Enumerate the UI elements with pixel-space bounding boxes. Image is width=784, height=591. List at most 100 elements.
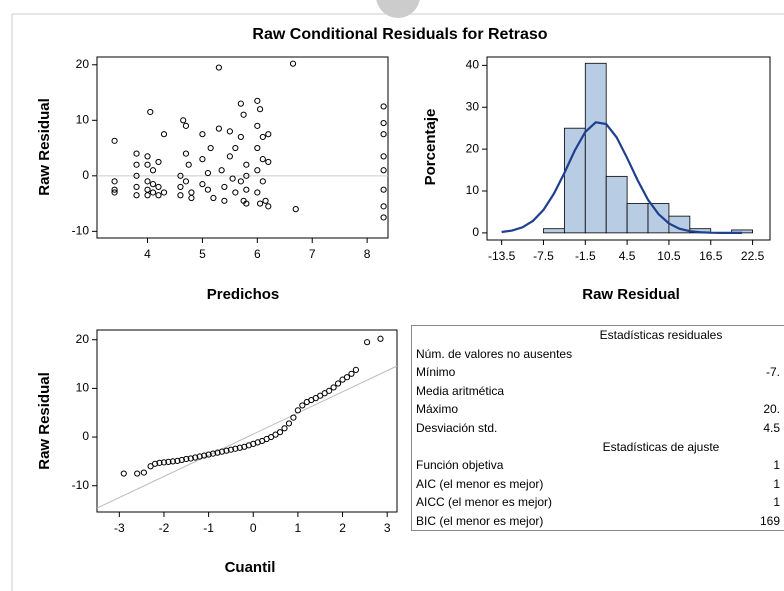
row-value: 4.5 bbox=[763, 420, 780, 435]
point bbox=[326, 387, 333, 394]
row-label: AIC (el menor es mejor) bbox=[416, 476, 544, 491]
point bbox=[196, 453, 203, 460]
table-row: Media aritmética bbox=[412, 382, 784, 401]
table-row: Mínimo -7. bbox=[412, 363, 784, 382]
point bbox=[256, 106, 264, 113]
point bbox=[229, 175, 236, 182]
point bbox=[111, 186, 118, 193]
point bbox=[165, 458, 172, 465]
x-tick-label: 3 bbox=[384, 521, 391, 535]
point bbox=[299, 402, 306, 409]
point bbox=[259, 178, 266, 185]
point bbox=[133, 183, 140, 191]
point bbox=[240, 111, 247, 118]
point bbox=[133, 150, 140, 157]
y-tick-label: 20 bbox=[76, 57, 90, 71]
point bbox=[289, 60, 297, 67]
y-tick-label: -10 bbox=[72, 478, 90, 492]
point bbox=[227, 446, 235, 453]
point bbox=[218, 448, 226, 455]
table-row: AIC (el menor es mejor) 1 bbox=[412, 475, 784, 494]
point bbox=[380, 103, 387, 110]
y-axis-label: Raw Residual bbox=[36, 98, 53, 196]
y-tick-label: 0 bbox=[82, 429, 89, 443]
point bbox=[223, 447, 230, 454]
x-tick-label: 4 bbox=[144, 247, 151, 261]
point bbox=[144, 178, 151, 185]
point bbox=[209, 450, 217, 457]
point bbox=[380, 214, 387, 221]
point bbox=[377, 335, 384, 342]
point bbox=[334, 380, 342, 387]
y-tick-label: 20 bbox=[76, 332, 90, 346]
point bbox=[290, 414, 297, 421]
table-row: Desviación std. 4.5 bbox=[412, 419, 784, 438]
point bbox=[180, 117, 187, 124]
x-tick-label: 5 bbox=[199, 247, 206, 261]
table-row: Función objetiva 1 bbox=[412, 456, 784, 475]
row-label: AICC (el menor es mejor) bbox=[416, 495, 553, 510]
point bbox=[380, 131, 387, 138]
point bbox=[144, 186, 151, 193]
point bbox=[232, 144, 239, 152]
point bbox=[343, 374, 351, 381]
x-tick-label: 4.5 bbox=[619, 249, 636, 263]
point bbox=[292, 206, 299, 213]
x-axis-label: Cuantil bbox=[225, 559, 276, 576]
y-tick-label: 10 bbox=[76, 112, 90, 126]
point bbox=[160, 131, 168, 138]
point bbox=[155, 158, 162, 166]
point bbox=[352, 366, 360, 374]
point bbox=[262, 197, 269, 204]
bar bbox=[563, 127, 586, 234]
point bbox=[177, 172, 184, 179]
point bbox=[243, 172, 250, 179]
point bbox=[199, 181, 206, 188]
point bbox=[160, 459, 168, 466]
point bbox=[380, 119, 387, 127]
point bbox=[204, 169, 212, 177]
point bbox=[254, 189, 261, 196]
point bbox=[380, 167, 387, 174]
point bbox=[144, 153, 151, 160]
point bbox=[192, 454, 199, 461]
point bbox=[259, 133, 266, 141]
point bbox=[237, 133, 244, 141]
point bbox=[188, 189, 195, 196]
y-axis-label: Raw Residual bbox=[36, 372, 53, 470]
point bbox=[183, 455, 190, 463]
point bbox=[221, 183, 228, 191]
point bbox=[363, 339, 371, 346]
point bbox=[265, 131, 272, 138]
point bbox=[182, 122, 190, 129]
row-value: 1 bbox=[773, 476, 780, 491]
x-tick-label: -7.5 bbox=[533, 249, 554, 263]
point bbox=[285, 420, 293, 427]
bar bbox=[647, 203, 670, 234]
x-tick-label: 16.5 bbox=[699, 249, 723, 263]
bar bbox=[626, 203, 649, 234]
point bbox=[236, 444, 243, 451]
point bbox=[205, 451, 212, 458]
point bbox=[133, 192, 140, 199]
row-label: Media aritmética bbox=[416, 383, 505, 398]
point bbox=[232, 189, 239, 196]
table-row: AICC (el menor es mejor) 1 bbox=[412, 493, 784, 512]
point bbox=[188, 194, 195, 202]
bar bbox=[605, 175, 628, 234]
row-label: BIC (el menor es mejor) bbox=[416, 513, 544, 528]
row-value: 1 bbox=[773, 458, 780, 473]
point bbox=[178, 456, 185, 464]
point bbox=[243, 200, 250, 207]
y-tick-label: -10 bbox=[72, 224, 90, 238]
point bbox=[185, 161, 192, 168]
plot-frame bbox=[96, 56, 389, 239]
point bbox=[177, 192, 184, 199]
point bbox=[232, 445, 239, 452]
panel-title: Raw Conditional Residuals for Retraso bbox=[252, 26, 547, 43]
point bbox=[254, 167, 261, 174]
x-tick-label: 1 bbox=[295, 521, 302, 535]
y-tick-label: 10 bbox=[466, 183, 480, 197]
